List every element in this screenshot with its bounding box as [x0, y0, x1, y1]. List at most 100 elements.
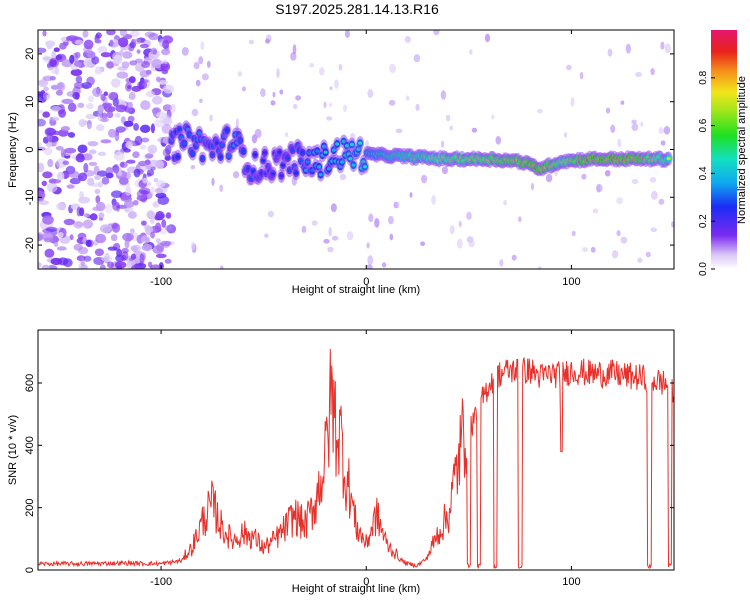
spectrogram-noise-blob: [110, 234, 118, 242]
spectrogram-ridge-core: [666, 156, 671, 161]
spectrogram-noise-blob: [124, 239, 130, 249]
spectrogram-noise-blob: [88, 95, 94, 103]
spectrogram-scatter-blob: [404, 36, 411, 43]
spectrogram-scatter-blob: [191, 108, 199, 117]
spectrogram-scatter-blob: [254, 128, 262, 139]
spectrogram-ridge-core: [335, 142, 340, 146]
spectrogram-scatter-blob: [199, 98, 203, 104]
spectrogram-scatter-blob: [604, 170, 611, 177]
spectrogram-ridge-core: [351, 163, 356, 167]
spectrogram-scatter-blob: [571, 230, 576, 237]
spectrogram-noise-blob: [95, 233, 107, 244]
spectrogram-scatter-blob: [388, 99, 396, 106]
spectrogram-noise-blob: [111, 78, 121, 88]
spectrogram-scatter-blob: [328, 226, 332, 237]
colorbar-ticks: 0.0 0.2 0.4 0.6 0.8: [698, 70, 715, 276]
spectrogram-noise-blob: [98, 212, 105, 219]
spectrogram-noise-blob: [160, 240, 172, 247]
spectrogram-scatter-blob: [441, 140, 445, 148]
spectrogram-scatter-blob: [650, 68, 655, 76]
spectrogram-scatter-blob: [649, 176, 657, 183]
x-tick-label: -100: [150, 276, 172, 288]
spectrogram-noise-blob: [149, 264, 162, 269]
spectrogram-noise-blob: [156, 76, 161, 83]
spectrogram-noise-blob: [72, 92, 80, 100]
spectrogram-noise-blob: [77, 144, 88, 154]
spectrogram-y-axis-label: Frequency (Hz): [7, 112, 19, 188]
spectrogram-scatter-blob: [596, 184, 603, 193]
spectrogram-scatter-blob: [368, 213, 374, 223]
spectrogram-scatter-blob: [323, 238, 330, 244]
spectrogram-scatter-blob: [631, 123, 639, 131]
spectrogram-noise-blob: [83, 255, 92, 262]
spectrogram-noise-blob: [162, 104, 173, 112]
spectrogram-noise-blob: [155, 253, 167, 259]
spectrogram-scatter-blob: [311, 220, 318, 226]
spectrogram-scatter-blob: [409, 192, 413, 198]
spectrogram-noise-blob: [107, 246, 118, 251]
spectrogram-scatter-blob: [201, 73, 209, 81]
spectrogram-ridge-core: [226, 154, 231, 158]
spectrogram-ridge-core: [271, 172, 276, 176]
spectrogram-noise-blob: [97, 151, 107, 156]
spectrogram-noise-blob: [38, 142, 42, 147]
spectrogram-noise-blob: [75, 75, 83, 84]
spectrogram-noise-blob: [119, 104, 126, 110]
spectrogram-noise-blob: [126, 101, 133, 109]
spectrogram-noise-blob: [69, 54, 75, 64]
spectrogram-noise-blob: [145, 90, 155, 98]
spectrogram-scatter-blob: [389, 233, 394, 241]
spectrogram-noise-blob: [97, 112, 102, 122]
spectrogram-noise-blob: [109, 39, 114, 47]
spectrogram-scatter-blob: [334, 79, 339, 89]
spectrogram-noise-blob: [57, 171, 65, 181]
spectrogram-scatter-blob: [405, 95, 410, 101]
spectrogram-scatter-blob: [319, 67, 325, 76]
x-tick-label: 0: [363, 276, 369, 288]
spectrogram-scatter-blob: [265, 38, 270, 44]
spectrogram-scatter-blob: [625, 43, 632, 54]
spectrogram-noise-blob: [82, 30, 89, 38]
spectrogram-ridge-core: [225, 128, 230, 132]
spectrogram-noise-blob: [38, 118, 46, 127]
spectrogram-noise-blob: [133, 38, 141, 45]
spectrogram-noise-blob: [113, 54, 123, 65]
spectrogram-scatter-blob: [449, 225, 455, 235]
spectrogram-noise-blob: [89, 149, 97, 155]
spectrogram-noise-blob: [128, 91, 136, 100]
spectrogram-noise-blob: [113, 151, 125, 161]
spectrogram-noise-blob: [133, 123, 140, 131]
spectrogram-noise-blob: [132, 151, 140, 159]
spectrogram-noise-blob: [86, 102, 94, 110]
spectrogram-noise-blob: [67, 132, 76, 138]
spectrogram-noise-blob: [161, 123, 172, 134]
colorbar-tick-label: 0.8: [698, 70, 709, 84]
spectrogram-noise-blob: [144, 159, 151, 165]
colorbar: 0.0 0.2 0.4 0.6 0.8 Normalized spectral ampl…: [698, 30, 748, 276]
spectrogram-ridge-core: [200, 157, 205, 161]
spectrogram-noise-blob: [128, 76, 136, 84]
spectrogram-scatter-blob: [346, 231, 354, 241]
spectrogram-noise-blob: [108, 106, 116, 112]
spectrogram-noise-blob: [56, 202, 66, 211]
spectrogram-noise-blob: [74, 39, 84, 45]
spectrogram-noise-blob: [116, 265, 123, 269]
spectrogram-scatter-blob: [607, 48, 613, 57]
colorbar-scale: [711, 30, 737, 269]
spectrogram-noise-blob: [150, 186, 155, 195]
spectrogram-noise-blob: [116, 71, 129, 79]
spectrogram-scatter-blob: [219, 265, 224, 269]
spectrogram-ridge-core: [190, 152, 195, 156]
spectrogram-ridge-core: [363, 165, 367, 169]
spectrogram-ridge-core: [182, 141, 187, 146]
spectrogram-noise-blob: [107, 261, 114, 269]
spectrogram-noise-blob: [76, 206, 82, 217]
spectrogram-scatter-blob: [366, 242, 370, 249]
spectrogram-noise-blob: [122, 232, 134, 242]
spectrogram-noise-blob: [123, 120, 134, 127]
spectrogram-scatter-blob: [637, 257, 643, 263]
spectrogram-noise-blob: [38, 109, 44, 114]
spectrogram-scatter-blob: [631, 178, 639, 184]
spectrogram-scatter-blob: [415, 103, 420, 111]
